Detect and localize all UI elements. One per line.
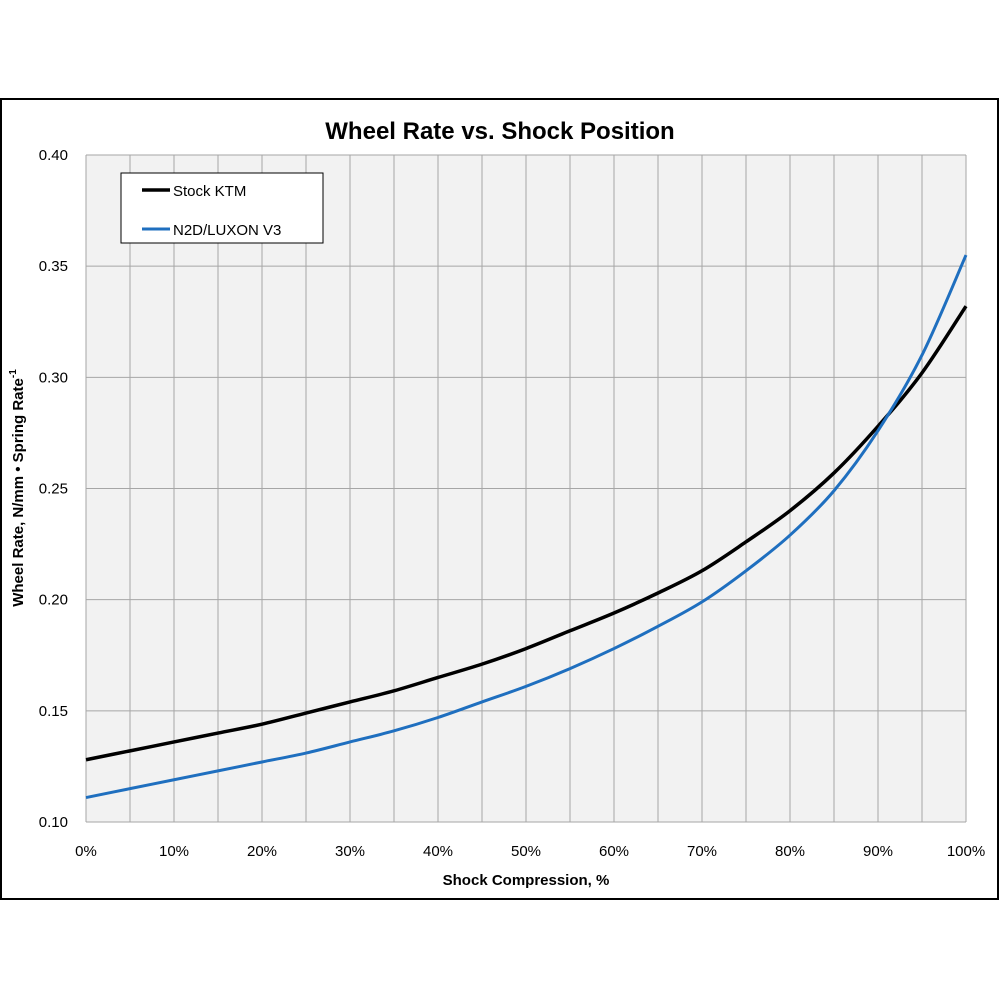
y-axis-label: Wheel Rate, N/mm • Spring Rate-1 [8, 369, 27, 607]
legend-label-n2d-luxon-v3: N2D/LUXON V3 [173, 222, 281, 239]
legend: Stock KTM N2D/LUXON V3 [120, 172, 324, 244]
y-axis-label-text: Wheel Rate, N/mm • Spring Rate [10, 378, 27, 607]
y-tick-label: 0.35 [39, 258, 68, 275]
y-tick-label: 0.40 [39, 147, 68, 164]
series-layer [85, 254, 968, 800]
y-tick-label: 0.20 [39, 592, 68, 609]
x-tick-label: 10% [159, 843, 189, 860]
x-tick-label: 20% [247, 843, 277, 860]
tick-labels: 0% 10% 20% 30% 40% 50% 60% 70% 80% 90% 100% 0.10 0.1… [39, 147, 985, 860]
x-tick-label: 70% [687, 843, 717, 860]
x-tick-label: 40% [423, 843, 453, 860]
legend-label-stock-ktm: Stock KTM [173, 183, 246, 200]
series-line-stock-ktm [85, 305, 968, 762]
chart-title: Wheel Rate vs. Shock Position [325, 118, 674, 145]
x-tick-label: 50% [511, 843, 541, 860]
x-axis-label: Shock Compression, % [443, 872, 610, 889]
y-tick-label: 0.15 [39, 703, 68, 720]
y-tick-label: 0.30 [39, 369, 68, 386]
x-tick-label: 60% [599, 843, 629, 860]
legend-box [120, 172, 324, 244]
y-tick-label: 0.10 [39, 814, 68, 831]
y-tick-label: 0.25 [39, 481, 68, 498]
x-tick-label: 80% [775, 843, 805, 860]
series-line-n2d-luxon-v3 [85, 254, 968, 800]
x-tick-label: 90% [863, 843, 893, 860]
x-tick-label: 100% [947, 843, 985, 860]
y-axis-label-superscript: -1 [8, 369, 19, 378]
x-tick-label: 30% [335, 843, 365, 860]
grid-lines [85, 154, 967, 823]
x-tick-label: 0% [75, 843, 97, 860]
